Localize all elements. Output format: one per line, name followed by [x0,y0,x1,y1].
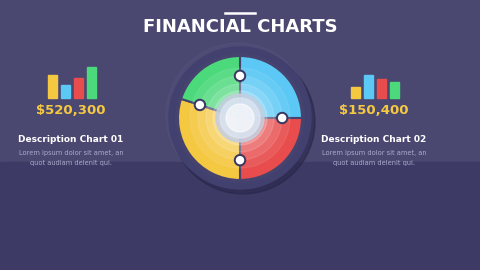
Text: Lorem ipsum dolor sit amet, an
quot audiam delenit qui.: Lorem ipsum dolor sit amet, an quot audi… [19,150,123,166]
Circle shape [171,50,315,194]
Wedge shape [178,99,240,180]
Bar [73,78,83,98]
Circle shape [194,99,205,110]
Bar [350,87,360,98]
Circle shape [276,113,288,123]
Text: Description Chart 02: Description Chart 02 [322,136,427,144]
Wedge shape [181,56,240,118]
Bar [86,67,96,98]
Circle shape [196,102,204,109]
Bar [389,82,398,98]
Circle shape [213,91,267,145]
Text: FINANCIAL CHARTS: FINANCIAL CHARTS [143,18,337,36]
Circle shape [235,155,245,166]
Circle shape [166,43,310,187]
Circle shape [235,70,245,81]
Bar [48,75,57,98]
Circle shape [206,84,274,152]
Circle shape [176,54,304,182]
Circle shape [220,98,260,138]
Bar [363,75,372,98]
Circle shape [237,157,243,164]
Bar [0,162,480,270]
Circle shape [226,104,254,132]
Text: Lorem ipsum dolor sit amet, an
quot audiam delenit qui.: Lorem ipsum dolor sit amet, an quot audi… [322,150,426,166]
Text: Description Chart 01: Description Chart 01 [18,136,124,144]
Text: $150,400: $150,400 [339,103,409,116]
Wedge shape [240,56,302,118]
Circle shape [198,76,282,160]
Circle shape [216,94,264,142]
Circle shape [169,47,311,189]
Wedge shape [240,118,302,180]
Bar [60,85,70,98]
Bar [376,79,385,98]
Circle shape [190,68,290,168]
Text: $520,300: $520,300 [36,103,106,116]
Circle shape [279,114,286,122]
Circle shape [237,72,243,79]
Bar [0,0,480,162]
